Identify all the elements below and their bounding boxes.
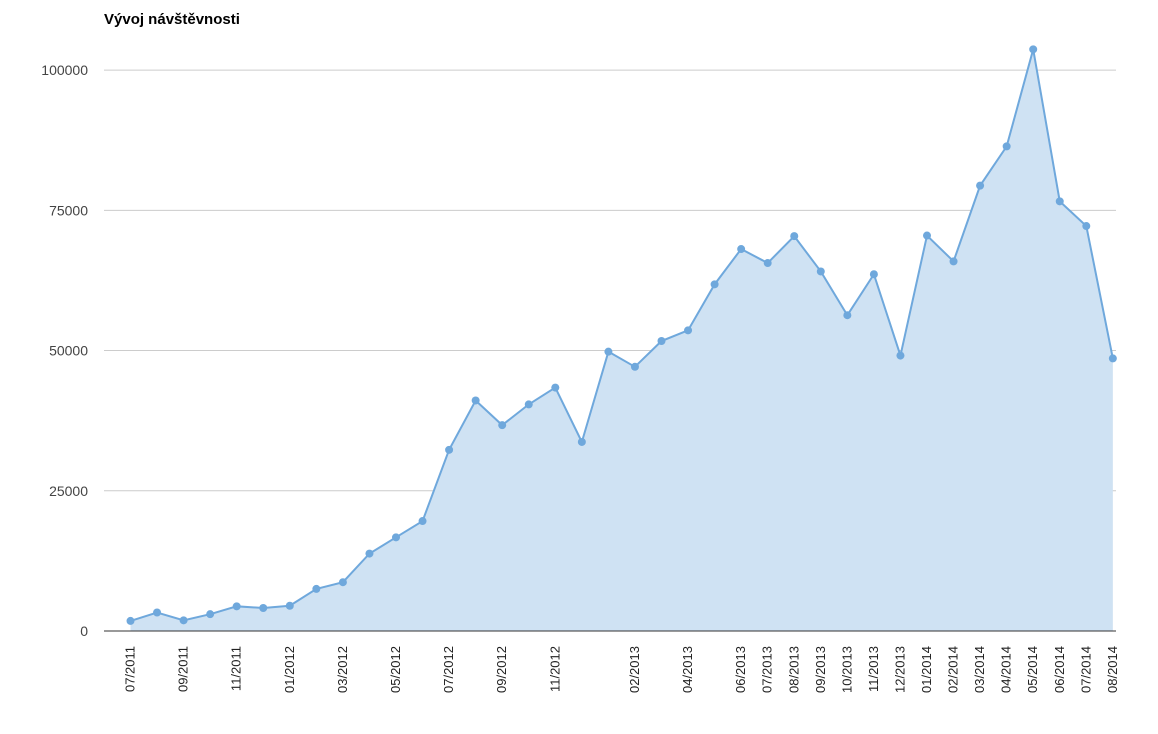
data-point [869,270,878,279]
area-fill [130,49,1113,631]
data-point [153,608,162,617]
x-tick-label: 12/2013 [892,646,907,693]
data-point [206,610,215,619]
x-tick-label: 05/2014 [1025,646,1040,693]
data-point [763,259,772,268]
y-tick-label: 0 [80,623,88,639]
data-point [232,602,241,611]
y-tick-label: 75000 [49,202,88,218]
x-tick-label: 03/2012 [335,646,350,693]
y-tick-label: 100000 [41,62,88,78]
x-tick-label: 10/2013 [839,646,854,693]
data-point [577,437,586,446]
x-tick-label: 02/2013 [627,646,642,693]
data-point [630,362,639,371]
x-tick-label: 07/2012 [441,646,456,693]
x-tick-label: 02/2014 [946,646,961,693]
y-tick-label: 25000 [49,483,88,499]
data-point [1055,197,1064,206]
data-point [285,601,294,610]
x-tick-label: 08/2014 [1105,646,1120,693]
data-point [949,257,958,266]
x-tick-label: 07/2011 [123,646,138,692]
chart-title: Vývoj návštěvnosti [104,11,240,28]
x-tick-label: 08/2013 [786,646,801,693]
data-point [471,396,480,405]
x-tick-label: 09/2012 [494,646,509,693]
x-tick-label: 01/2014 [919,646,934,693]
x-tick-label: 07/2013 [760,646,775,693]
data-point [524,400,533,409]
data-point [843,311,852,320]
data-point [896,351,905,360]
data-point [657,337,666,346]
x-tick-label: 09/2013 [813,646,828,693]
x-tick-label: 03/2014 [972,646,987,693]
x-tick-label: 06/2013 [733,646,748,693]
data-point [790,232,799,241]
x-tick-label: 05/2012 [388,646,403,693]
data-point [976,181,985,190]
x-tick-label: 09/2011 [176,646,191,692]
x-tick-label: 07/2014 [1078,646,1093,693]
data-point [923,231,931,240]
data-point [498,421,507,430]
x-tick-label: 04/2013 [680,646,695,693]
x-tick-label: 11/2011 [229,646,244,691]
data-point [1029,45,1038,54]
x-tick-label: 11/2012 [547,646,562,692]
data-point [604,347,613,356]
data-point [710,280,719,289]
data-point [338,578,347,587]
data-point [1108,354,1117,363]
data-point [816,267,825,276]
data-point [418,517,427,526]
data-point [312,584,321,593]
x-tick-label: 01/2012 [282,646,297,693]
series-line [130,49,1114,622]
data-point [737,245,746,254]
data-point [684,326,693,335]
x-tick-label: 04/2014 [999,646,1014,693]
data-point [126,616,135,625]
data-point [1082,222,1091,231]
y-tick-label: 50000 [49,343,88,359]
data-point [259,604,268,613]
data-point [179,616,188,625]
data-point [365,549,374,558]
data-point [1002,142,1011,151]
x-tick-label: 11/2013 [866,646,881,692]
data-point [445,445,454,454]
data-point [392,533,400,542]
data-point [551,383,560,392]
x-tick-label: 06/2014 [1052,646,1067,693]
